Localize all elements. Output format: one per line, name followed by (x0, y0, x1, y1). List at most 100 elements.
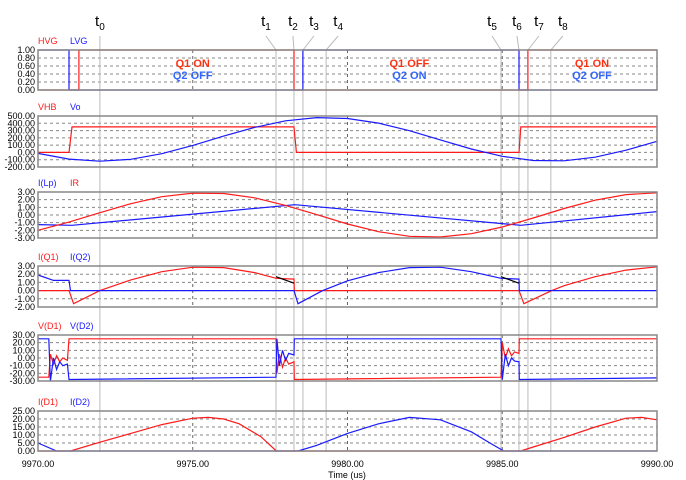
state-annotation: Q2 ON (392, 70, 426, 82)
legend-label: HVG (38, 36, 58, 46)
grid-layer (38, 50, 657, 451)
y-tick-label: 3.00 (17, 261, 35, 271)
y-tick-label: -2.00 (14, 302, 35, 312)
panel-frame (37, 410, 658, 452)
time-markers (99, 35, 564, 452)
series-v-d1- (38, 338, 657, 381)
y-tick-label: -30.00 (9, 376, 35, 386)
marker-subscript: 0 (99, 22, 105, 33)
state-annotation: Q2 OFF (173, 70, 213, 82)
panel-frame (37, 334, 658, 382)
x-tick-label: 9985.00 (486, 459, 519, 469)
y-tick-label: 2.00 (17, 269, 35, 279)
legend-label: IR (70, 178, 80, 188)
marker-leader (516, 35, 520, 51)
marker-subscript: 8 (562, 22, 568, 33)
legend-label: LVG (70, 36, 87, 46)
y-tick-label: 5.00 (17, 438, 35, 448)
marker-leader (302, 35, 315, 51)
y-tick-label: 500.00 (7, 111, 35, 121)
legend-label: V(D1) (38, 321, 62, 331)
y-tick-label: -20.00 (9, 368, 35, 378)
marker-subscript: 5 (491, 22, 497, 33)
panel-frame (37, 265, 658, 308)
legend-label: I(Lp) (38, 178, 57, 188)
y-tick-label: 0.80 (17, 53, 35, 63)
legend-label: VHB (38, 102, 57, 112)
marker-label: t1 (261, 13, 271, 33)
panel-frame (37, 115, 658, 168)
series-segment (275, 276, 295, 284)
y-tick-label: 20.00 (12, 414, 35, 424)
marker-subscript: 2 (292, 22, 298, 33)
legend-label: V(D2) (70, 321, 94, 331)
y-tick-label: 20.00 (12, 338, 35, 348)
x-tick-label: 9970.00 (22, 459, 55, 469)
series-i-d1- (38, 416, 658, 452)
series-i-q2- (37, 266, 657, 305)
marker-label: t0 (95, 13, 105, 33)
marker-label: t5 (487, 13, 497, 33)
series-lvg (38, 49, 657, 91)
y-tick-label: 0.40 (17, 69, 35, 79)
y-tick-label: 1.00 (17, 202, 35, 212)
marker-subscript: 7 (538, 22, 544, 33)
marker-label: t2 (288, 13, 298, 33)
marker-label: t6 (512, 13, 522, 33)
marker-leader (325, 35, 339, 51)
y-tick-label: 0.00 (17, 147, 35, 157)
y-tick-label: 1.00 (17, 45, 35, 55)
y-tick-label: 25.00 (12, 406, 35, 416)
y-tick-label: -3.00 (14, 233, 35, 243)
series-vo (37, 116, 658, 162)
state-annotation: Q1 OFF (390, 58, 430, 70)
y-tick-label: 400.00 (7, 118, 35, 128)
marker-leader (491, 35, 502, 51)
y-tick-label: 3.00 (17, 187, 35, 197)
marker-subscript: 6 (516, 22, 522, 33)
series-v-d2- (38, 338, 658, 382)
y-tick-label: 0.00 (17, 353, 35, 363)
y-tick-label: 10.00 (12, 430, 35, 440)
marker-label: t3 (309, 13, 319, 33)
series-hvg (38, 49, 657, 91)
y-tick-label: 0.00 (17, 286, 35, 296)
y-tick-label: 0.00 (17, 85, 35, 95)
y-tick-label: 1.00 (17, 277, 35, 287)
series-layer (37, 49, 658, 452)
y-tick-label: 200.00 (7, 133, 35, 143)
y-tick-label: 0.60 (17, 61, 35, 71)
marker-label: t4 (333, 13, 343, 33)
series-i-d2- (37, 416, 657, 452)
y-tick-label: -100.00 (4, 155, 35, 165)
y-tick-label: -2.00 (14, 225, 35, 235)
legend-label: I(D2) (70, 397, 90, 407)
marker-leader (265, 35, 277, 51)
state-annotation: Q1 ON (575, 58, 609, 70)
y-tick-label: -1.00 (14, 294, 35, 304)
x-tick-label: 9980.00 (331, 459, 364, 469)
y-tick-label: -200.00 (4, 162, 35, 172)
y-tick-label: 100.00 (7, 140, 35, 150)
legend-label: I(D1) (38, 397, 58, 407)
marker-leader (550, 35, 564, 51)
y-tick-label: 300.00 (7, 126, 35, 136)
state-annotation: Q1 ON (176, 58, 210, 70)
marker-subscript: 4 (337, 22, 343, 33)
x-tick-label: 9990.00 (641, 459, 674, 469)
marker-label: t7 (534, 13, 544, 33)
y-tick-label: 15.00 (12, 422, 35, 432)
legend-label: I(Q2) (70, 252, 91, 262)
marker-subscript: 1 (265, 22, 271, 33)
x-axis-label: Time (us) (328, 470, 366, 480)
series-segment (500, 276, 520, 284)
y-tick-label: 0.00 (17, 446, 35, 456)
marker-leader (292, 35, 295, 51)
marker-subscript: 3 (313, 22, 319, 33)
y-tick-label: 10.00 (12, 345, 35, 355)
series-ir (37, 192, 658, 238)
y-tick-label: 0.00 (17, 210, 35, 220)
marker-leader (527, 35, 540, 51)
